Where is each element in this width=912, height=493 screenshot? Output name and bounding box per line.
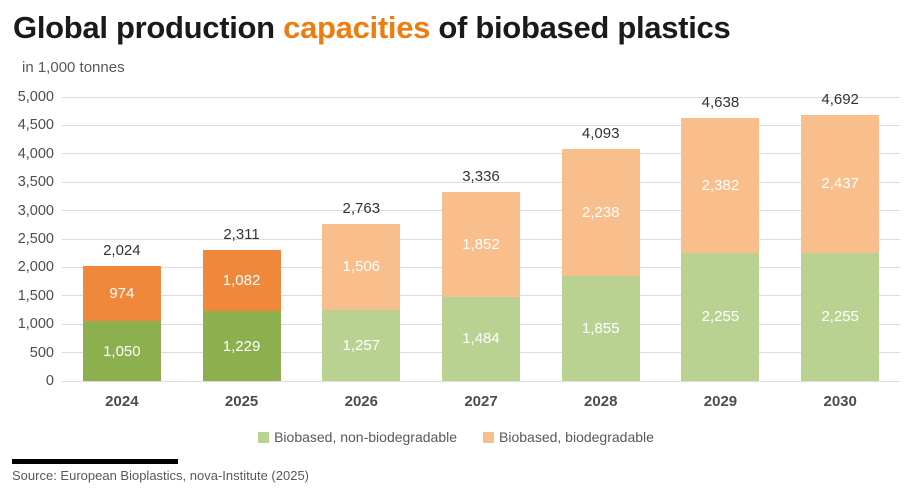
bar-segment-non-biodegradable: 2,255 bbox=[801, 252, 880, 381]
bar-segment-non-biodegradable: 1,855 bbox=[561, 275, 640, 381]
y-tick-label: 1,500 bbox=[17, 287, 54, 304]
stacked-bar: 1,229 1,082 bbox=[202, 249, 281, 381]
y-tick-label: 4,000 bbox=[17, 145, 54, 162]
x-axis-label: 2025 bbox=[224, 393, 259, 410]
bar-column: 1,257 1,506 2,763 bbox=[301, 97, 421, 381]
legend-item-non-biodegradable: Biobased, non-biodegradable bbox=[258, 429, 457, 445]
bar-segment-non-biodegradable: 1,050 bbox=[82, 321, 161, 381]
stacked-bar: 2,255 2,382 bbox=[681, 117, 760, 381]
bar-column: 1,229 1,082 2,311 bbox=[182, 97, 302, 381]
bar-segment-biodegradable: 974 bbox=[82, 266, 161, 322]
gridline bbox=[62, 181, 900, 183]
source-attribution: Source: European Bioplastics, nova-Insti… bbox=[12, 468, 310, 483]
footer-divider-bar bbox=[12, 459, 178, 464]
title-part2: of biobased plastics bbox=[430, 10, 731, 45]
bar-total-label: 3,336 bbox=[462, 167, 500, 185]
bar-total-label: 2,024 bbox=[103, 242, 141, 260]
bar-segment-non-biodegradable: 1,484 bbox=[441, 296, 520, 381]
x-axis-label: 2027 bbox=[464, 393, 498, 410]
bar-segment-biodegradable: 1,852 bbox=[441, 191, 520, 297]
bar-total-label: 2,763 bbox=[342, 200, 381, 218]
y-tick-label: 4,500 bbox=[17, 117, 54, 134]
bar-segment-non-biodegradable: 1,229 bbox=[202, 311, 281, 381]
bar-segment-biodegradable: 1,082 bbox=[202, 249, 281, 312]
legend-swatch bbox=[483, 431, 495, 443]
x-axis: 2024 2025 2026 2027 2028 2029 2030 bbox=[62, 392, 900, 412]
gridline bbox=[62, 380, 900, 382]
y-axis: 0 500 1,000 1,500 2,000 2,500 3,000 3,500 4,000 4… bbox=[0, 89, 54, 389]
bar-column: 1,855 2,238 4,093 bbox=[541, 97, 661, 381]
gridline bbox=[62, 124, 900, 126]
bar-segment-biodegradable: 2,238 bbox=[561, 148, 640, 276]
y-tick-label: 500 bbox=[29, 344, 54, 361]
y-tick-label: 3,000 bbox=[17, 202, 54, 219]
x-axis-label: 2030 bbox=[823, 393, 857, 410]
bar-segment-biodegradable: 2,382 bbox=[681, 117, 760, 253]
x-axis-label: 2029 bbox=[703, 393, 738, 410]
y-tick-label: 0 bbox=[45, 373, 54, 389]
chart-units-label: in 1,000 tonnes bbox=[22, 59, 125, 76]
bar-total-label: 2,311 bbox=[223, 225, 260, 243]
bar-segment-biodegradable: 2,437 bbox=[801, 114, 880, 253]
bar-total-label: 4,093 bbox=[581, 124, 620, 142]
bar-column: 2,255 2,437 4,692 bbox=[780, 91, 900, 381]
y-tick-label: 1,000 bbox=[17, 316, 54, 333]
bar-column: 2,255 2,382 4,638 bbox=[661, 93, 781, 381]
legend-label: Biobased, non-biodegradable bbox=[274, 429, 458, 445]
legend: Biobased, non-biodegradable Biobased, bio… bbox=[0, 429, 912, 445]
stacked-bar: 1,484 1,852 bbox=[441, 191, 520, 381]
stacked-bar: 1,257 1,506 bbox=[322, 224, 401, 381]
x-axis-label: 2026 bbox=[344, 393, 378, 410]
x-axis-label: 2024 bbox=[105, 393, 139, 410]
y-tick-label: 2,000 bbox=[17, 259, 54, 276]
legend-label: Biobased, biodegradable bbox=[499, 429, 654, 445]
legend-swatch bbox=[258, 431, 270, 443]
x-axis-label: 2028 bbox=[584, 393, 618, 410]
chart-title: Global production capacities of biobased… bbox=[13, 8, 731, 48]
stacked-bar: 1,855 2,238 bbox=[561, 148, 640, 381]
bar-column: 1,050 974 2,024 bbox=[62, 97, 182, 381]
gridline bbox=[62, 96, 900, 98]
y-tick-label: 3,500 bbox=[17, 174, 54, 191]
bar-total-label: 4,638 bbox=[701, 93, 740, 111]
y-tick-label: 5,000 bbox=[17, 89, 54, 105]
bar-segment-biodegradable: 1,506 bbox=[322, 224, 401, 310]
stacked-bar: 1,050 974 bbox=[82, 266, 161, 381]
plot-area: 1,050 974 2,024 1,229 1,082 2,311 1,257 1,506 2,… bbox=[62, 91, 900, 382]
bar-total-label: 4,692 bbox=[821, 90, 859, 108]
stacked-bar: 2,255 2,437 bbox=[801, 114, 880, 381]
title-highlight: capacities bbox=[283, 10, 431, 45]
gridline bbox=[62, 153, 900, 155]
bar-column: 1,484 1,852 3,336 bbox=[421, 97, 541, 381]
y-tick-label: 2,500 bbox=[17, 231, 54, 247]
bar-segment-non-biodegradable: 1,257 bbox=[322, 309, 401, 381]
bar-segment-non-biodegradable: 2,255 bbox=[681, 252, 760, 381]
title-part1: Global production bbox=[13, 10, 284, 45]
legend-item-biodegradable: Biobased, biodegradable bbox=[483, 429, 654, 445]
